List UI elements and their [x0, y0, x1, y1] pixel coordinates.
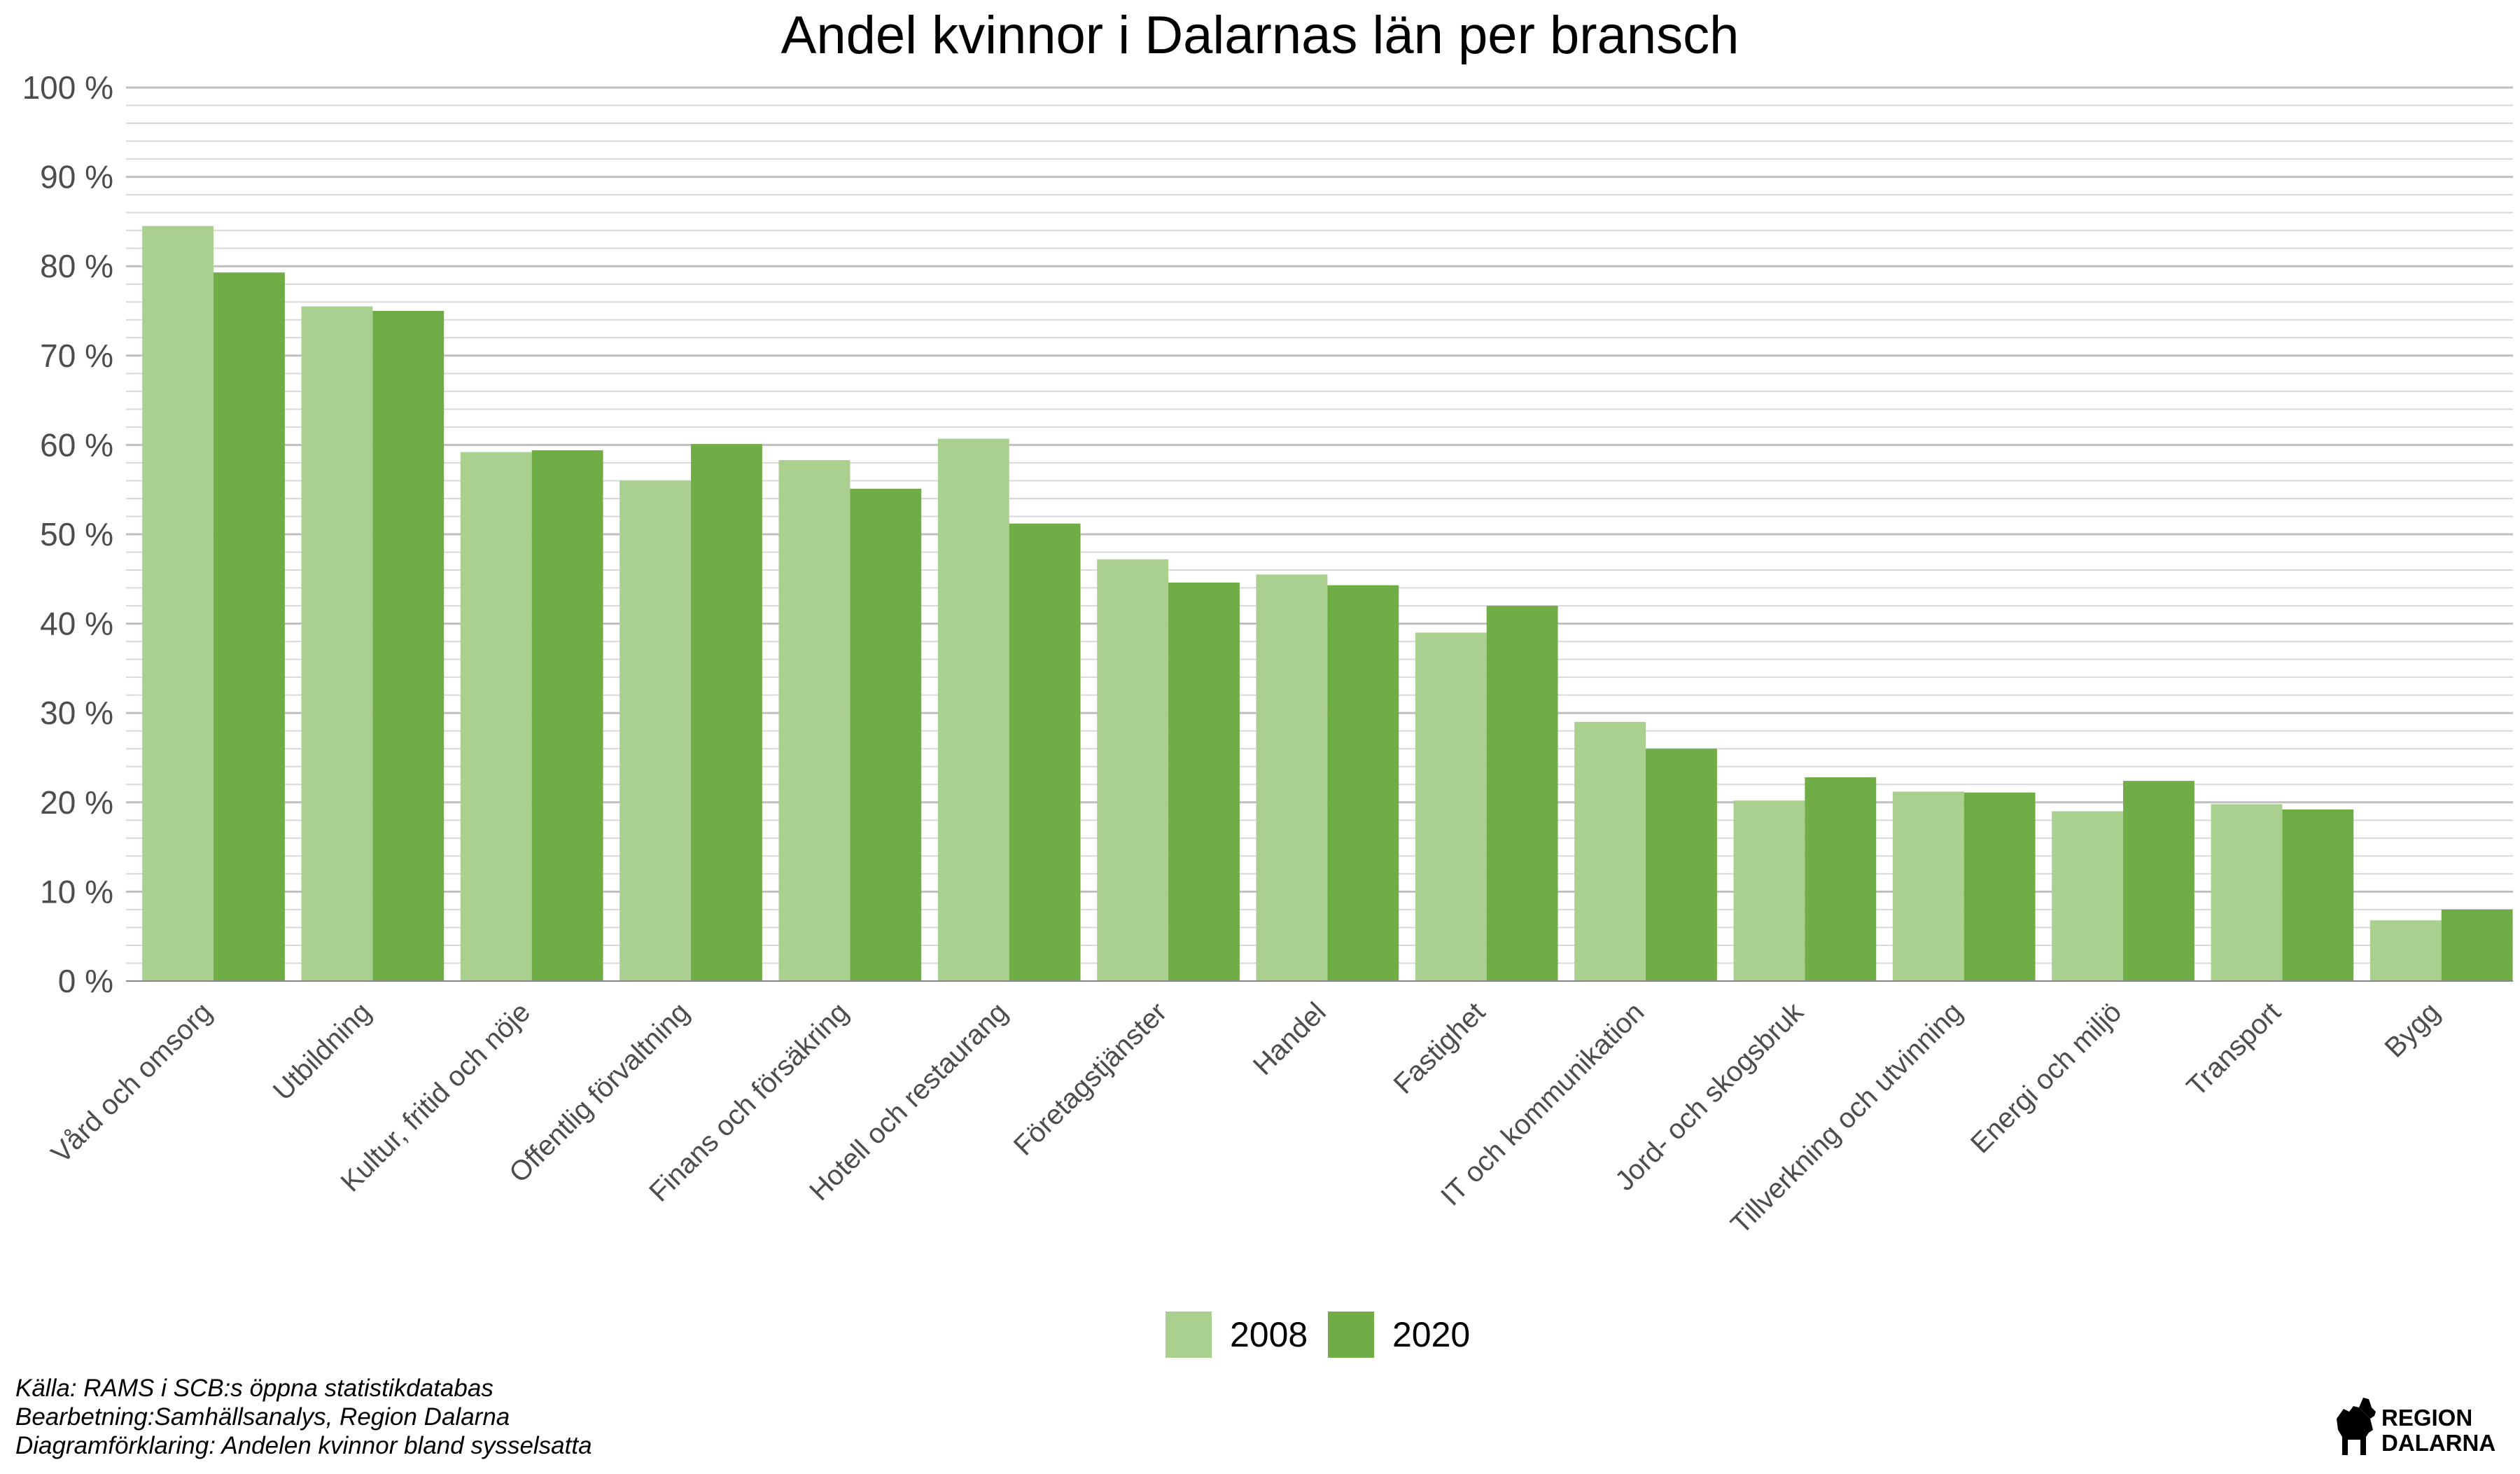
legend-swatch-2020 [1328, 1312, 1374, 1358]
bars [142, 225, 2513, 982]
logo-text-line1: REGION [2381, 1405, 2472, 1431]
x-tick-label: Transport [2181, 996, 2287, 1102]
y-tick-label: 70 % [40, 338, 113, 374]
bar-2020-9 [1646, 749, 1717, 981]
x-tick-label: Fastighet [1388, 996, 1491, 1099]
bar-2008-10 [1733, 800, 1805, 981]
x-tick-label: Bygg [2379, 996, 2446, 1064]
chart-title: Andel kvinnor i Dalarnas län per bransch [781, 6, 1740, 65]
y-tick-label: 100 % [22, 69, 113, 106]
bar-2020-7 [1327, 585, 1399, 981]
bar-2020-5 [1009, 523, 1081, 981]
bar-2008-2 [460, 452, 532, 981]
y-tick-label: 10 % [40, 873, 113, 910]
y-tick-label: 90 % [40, 159, 113, 195]
bar-2008-7 [1256, 574, 1328, 981]
x-tick-label: Handel [1247, 996, 1332, 1081]
bar-2008-9 [1574, 721, 1646, 981]
bar-2020-3 [691, 444, 762, 981]
bar-2020-1 [372, 311, 444, 981]
y-tick-label: 0 % [58, 963, 113, 999]
bar-2008-5 [937, 438, 1009, 981]
region-dalarna-logo: REGION DALARNA [2331, 1391, 2513, 1461]
y-tick-label: 40 % [40, 606, 113, 642]
bar-2020-10 [1805, 777, 1877, 981]
bar-2008-0 [142, 225, 214, 981]
bar-2020-8 [1486, 606, 1558, 981]
bar-2008-3 [620, 480, 692, 981]
footnote-processing: Bearbetning:Samhällsanalys, Region Dalar… [15, 1403, 510, 1431]
bar-2008-6 [1097, 559, 1169, 981]
bar-2020-14 [2441, 909, 2513, 981]
y-tick-label: 80 % [40, 248, 113, 284]
legend-swatch-2008 [1166, 1312, 1212, 1358]
x-tick-label: Företagstjänster [1008, 996, 1172, 1161]
bar-2008-13 [2211, 804, 2283, 981]
y-tick-label: 60 % [40, 426, 113, 463]
bar-2008-4 [778, 460, 850, 981]
x-tick-label: Utbildning [267, 996, 377, 1106]
bar-2020-12 [2123, 781, 2194, 981]
x-tick-label: Offentlig förvaltning [503, 996, 695, 1188]
legend-label-2020: 2020 [1392, 1315, 1470, 1354]
legend-label-2008: 2008 [1230, 1315, 1308, 1354]
x-tick-label: Vård och omsorg [46, 996, 218, 1169]
footnote-source: Källa: RAMS i SCB:s öppna statistikdatab… [15, 1375, 493, 1402]
bar-2020-13 [2282, 809, 2354, 981]
logo-text-line2: DALARNA [2381, 1430, 2496, 1456]
footnote-explanation: Diagramförklaring: Andelen kvinnor bland… [15, 1432, 592, 1459]
y-tick-label: 50 % [40, 516, 113, 552]
bar-2020-0 [214, 272, 285, 982]
bar-2008-12 [2052, 811, 2124, 981]
bar-2020-2 [531, 450, 603, 981]
bar-2020-11 [1963, 792, 2036, 981]
bar-2008-14 [2370, 920, 2442, 981]
bar-2008-11 [1892, 791, 1964, 981]
bar-2008-1 [301, 306, 373, 981]
bar-2020-6 [1168, 582, 1240, 981]
bar-2008-8 [1415, 632, 1487, 981]
y-tick-label: 20 % [40, 784, 113, 821]
bar-2020-4 [850, 488, 922, 981]
legend: 2008 2020 [1166, 1312, 1470, 1358]
x-tick-label: Energi och miljö [1965, 996, 2127, 1159]
y-axis-tick-labels: 0 % 10 % 20 % 30 % 40 % 50 % 60 % 70 % 80 % 90 % 1… [22, 69, 113, 999]
y-tick-label: 30 % [40, 695, 113, 731]
dala-horse-icon [2337, 1398, 2376, 1455]
